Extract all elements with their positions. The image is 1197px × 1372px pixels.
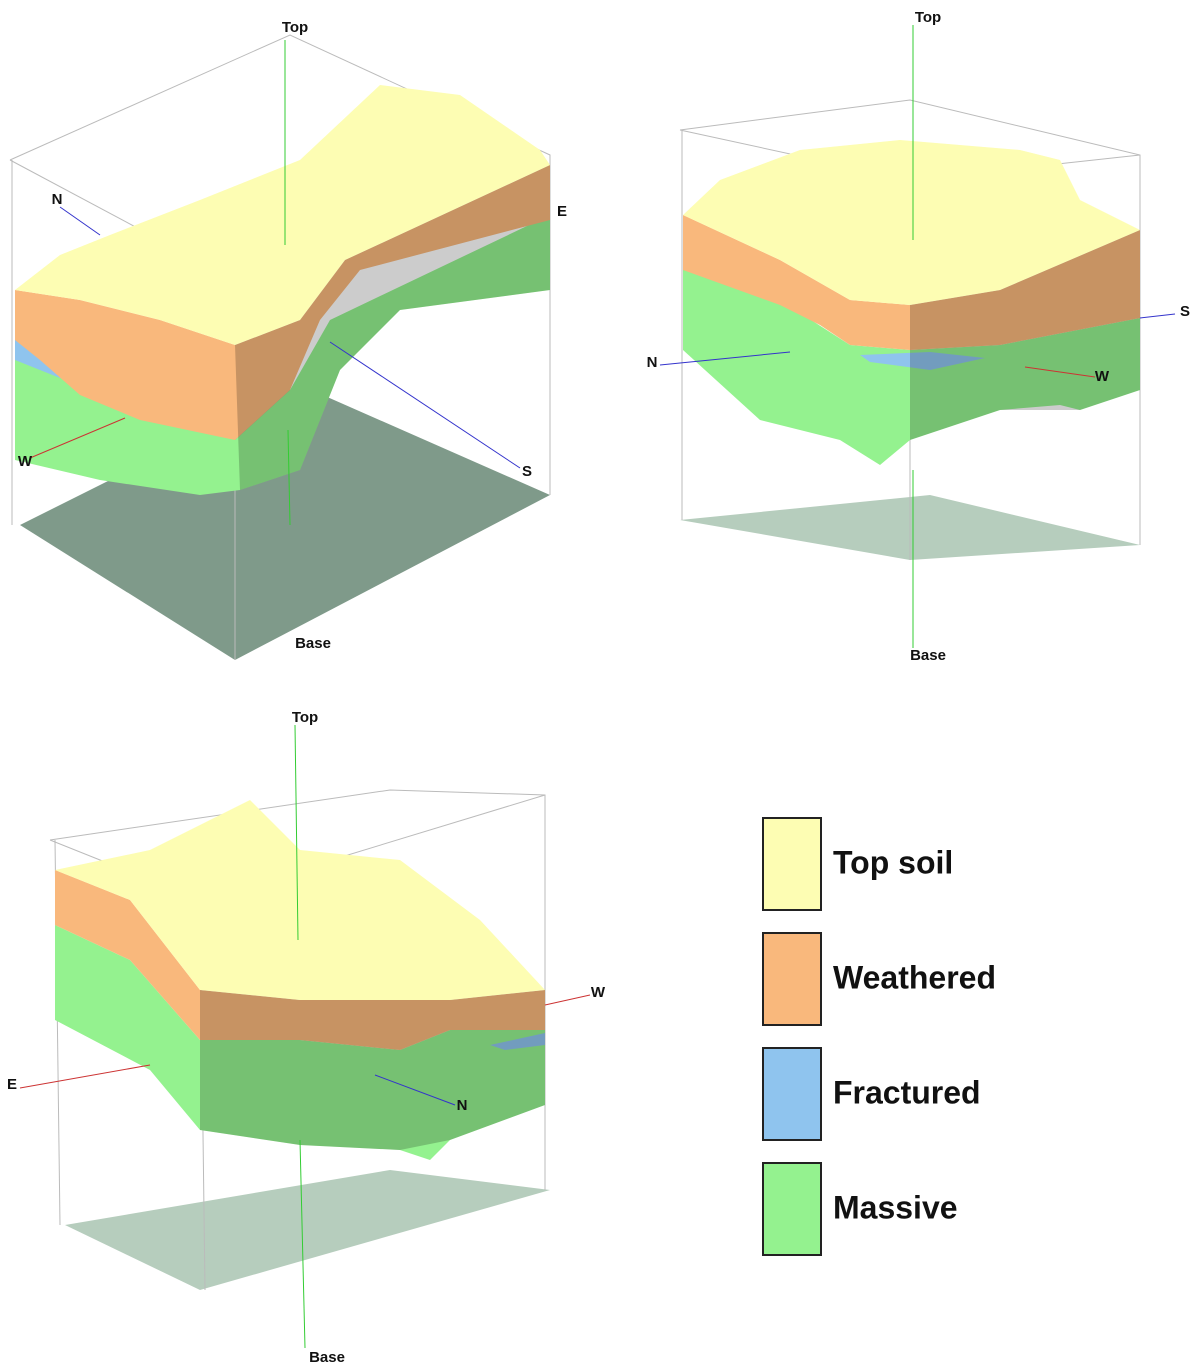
base-label: Base [309,1349,345,1366]
west-axis [545,995,590,1005]
legend-label: Fractured [833,1074,981,1110]
top-label: Top [915,9,941,26]
east-label: E [557,203,567,220]
figure: Top Base N E W S Top Base N S W [0,0,1197,1372]
base-label: Base [295,635,331,652]
top-label: Top [282,19,308,36]
legend-swatch [763,1163,821,1255]
north-axis [60,207,100,235]
north-label: N [647,354,658,371]
panel-2: Top Base N S W [647,9,1190,664]
top-label: Top [292,709,318,726]
panel-3: Top Base E W N [7,709,606,1366]
north-label: N [457,1097,468,1114]
legend-swatch [763,1048,821,1140]
south-axis [1140,314,1175,318]
west-label: W [591,984,606,1001]
face-shade [200,990,545,1150]
south-label: S [522,463,532,480]
base-plane [65,1170,550,1290]
west-label: W [18,453,33,470]
legend-swatch [763,933,821,1025]
legend-label: Massive [833,1189,958,1225]
south-label: S [1180,303,1190,320]
legend: Top soil Weathered Fractured Massive [763,818,996,1255]
legend-label: Top soil [833,844,953,880]
west-label: W [1095,368,1110,385]
north-label: N [52,191,63,208]
legend-label: Weathered [833,959,996,995]
east-label: E [7,1076,17,1093]
panel-1: Top Base N E W S [10,19,567,660]
legend-swatch [763,818,821,910]
base-label: Base [910,647,946,664]
east-axis [20,1065,150,1088]
